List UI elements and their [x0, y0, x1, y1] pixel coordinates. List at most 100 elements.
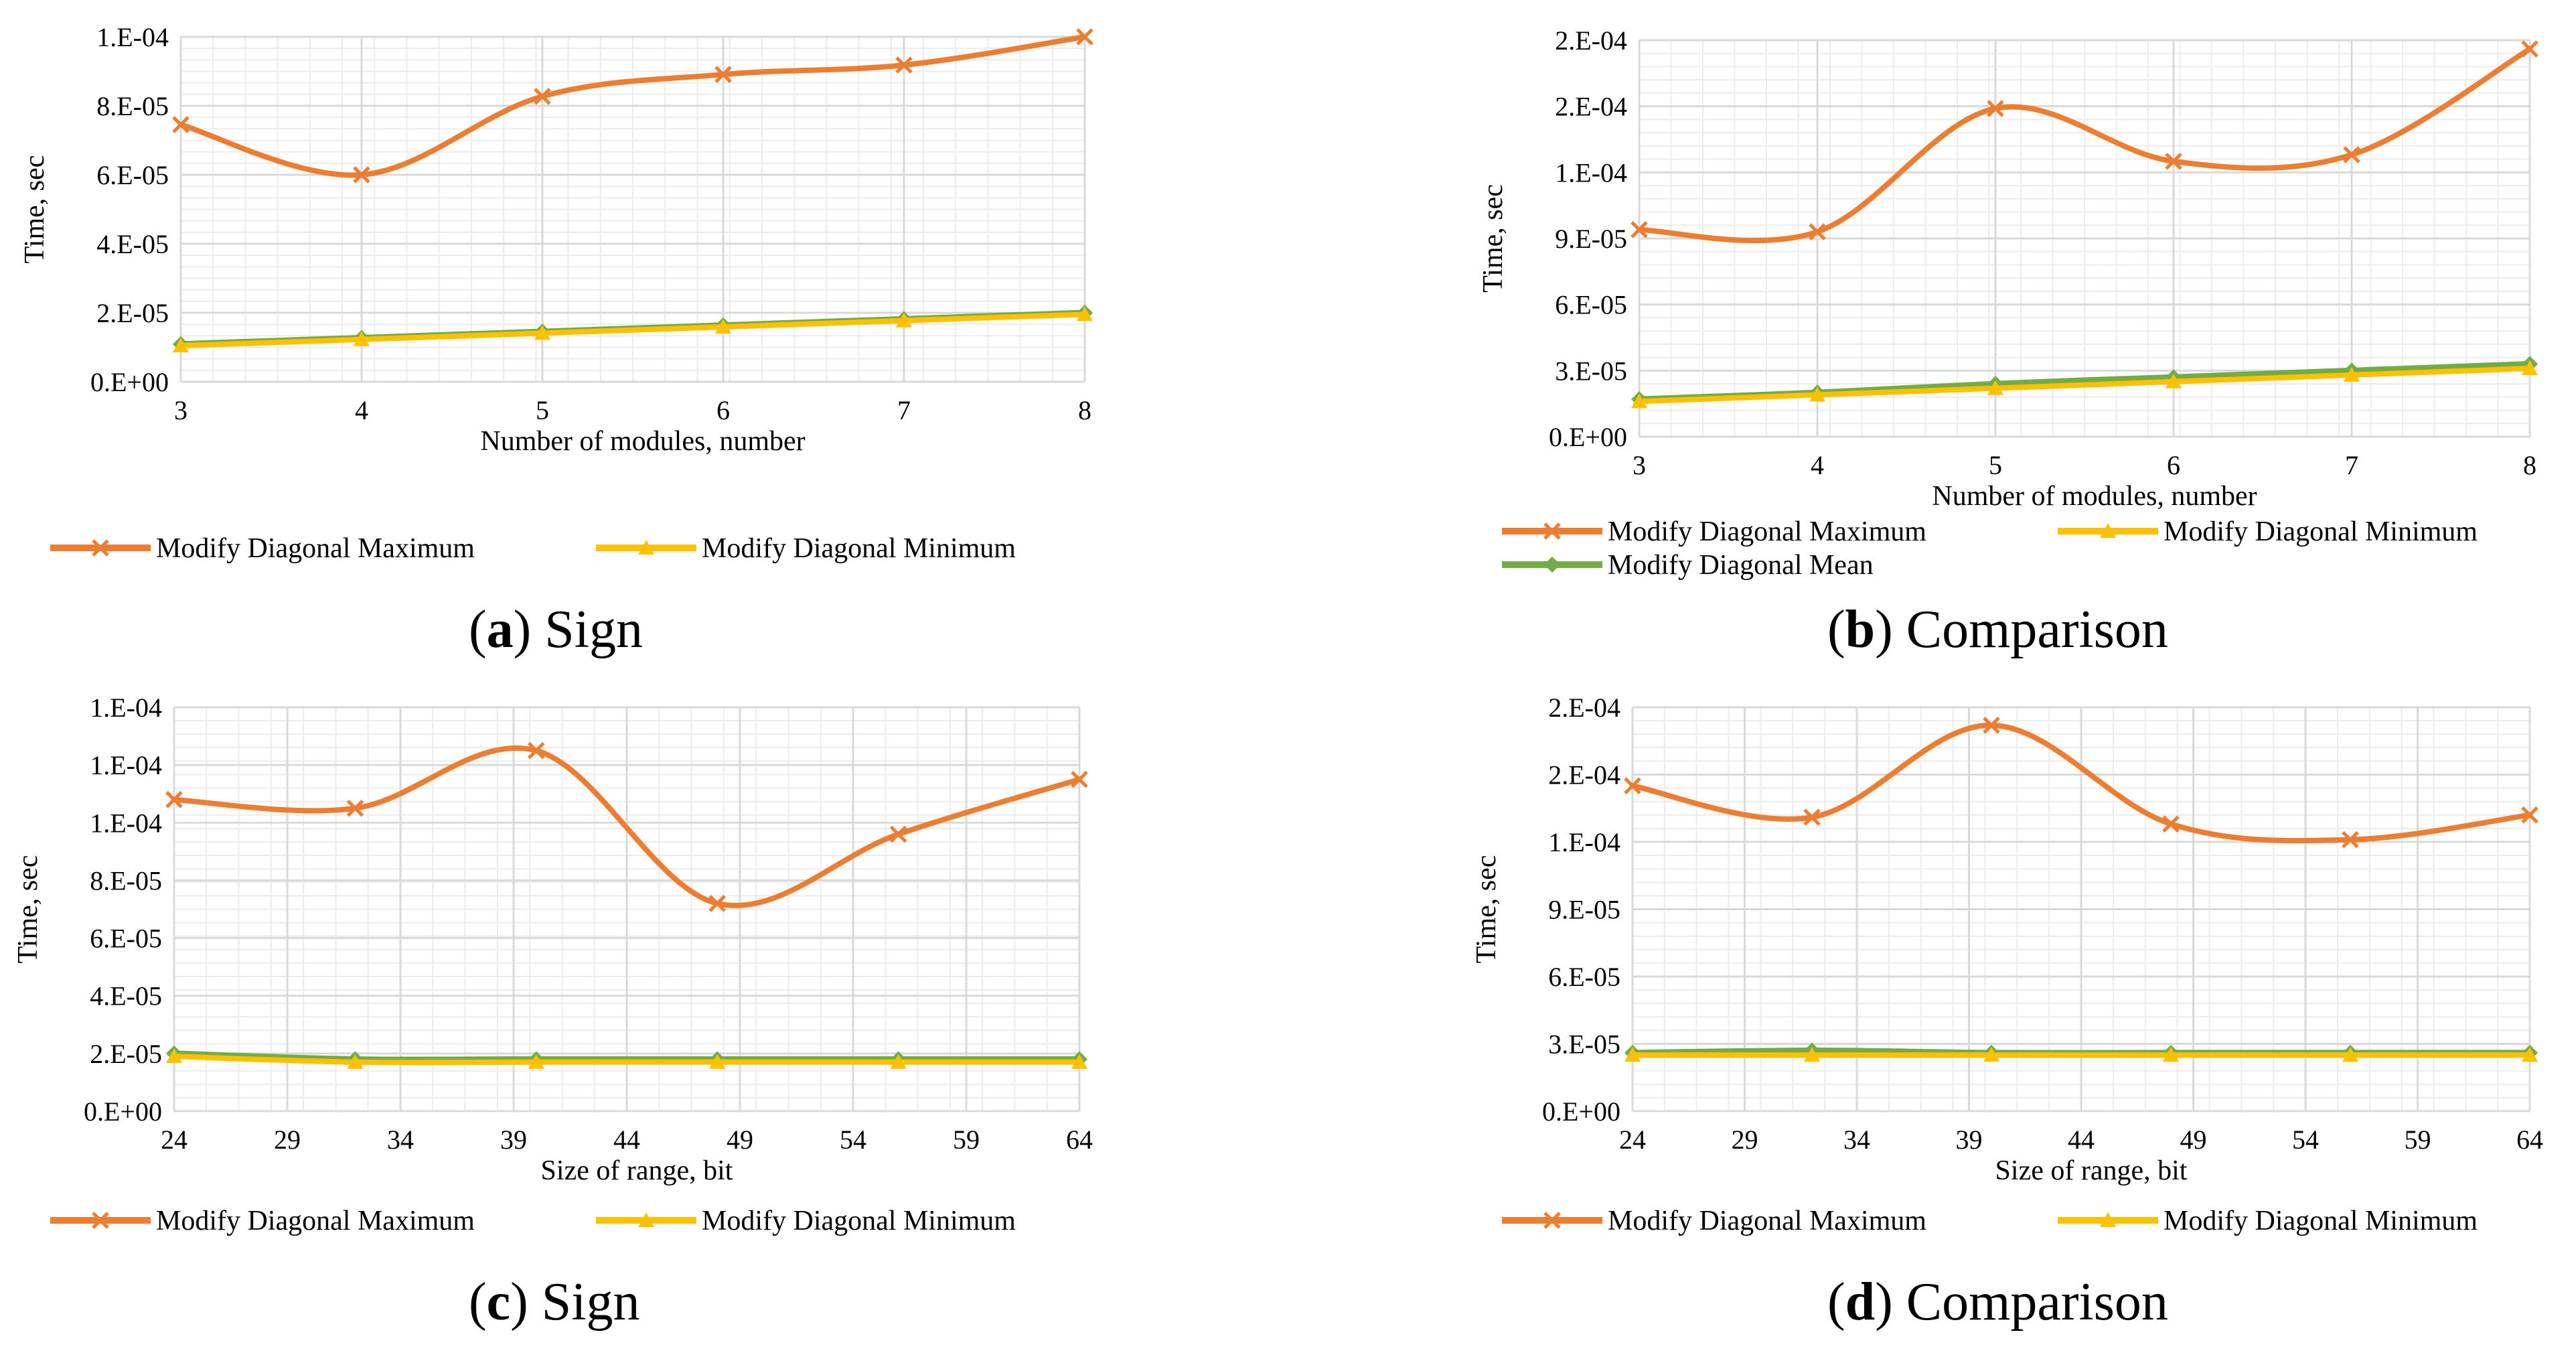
data-point-max: [528, 741, 545, 760]
series-line-max: [1637, 46, 2532, 244]
grid: [1631, 706, 2531, 1113]
data-point-min: [1809, 386, 1825, 402]
caption-c: (c) Sign: [469, 1273, 640, 1332]
data-point-max: [2521, 40, 2539, 58]
y-tick-label: 3.E-05: [1548, 1029, 1620, 1060]
data-point-min: [2522, 1047, 2538, 1062]
data-point-max: [346, 799, 364, 817]
legend-marker-min: [2100, 1212, 2116, 1227]
y-axis-label: Time, sec: [13, 855, 44, 964]
x-tick-label: 6: [2167, 450, 2180, 480]
y-tick-label: 8.E-05: [90, 865, 162, 896]
x-tick-label: 59: [2405, 1125, 2431, 1155]
data-point-min: [1804, 1047, 1820, 1062]
data-point-max: [165, 791, 183, 808]
x-tick-label: 49: [2180, 1125, 2207, 1155]
legend: Modify Diagonal Maximum Modify Diagonal M…: [50, 533, 1016, 564]
data-point-min: [896, 312, 912, 328]
y-tick-label: 9.E-05: [1555, 224, 1627, 254]
x-tick-label: 7: [897, 395, 911, 425]
x-tick-label: 6: [716, 395, 730, 425]
data-point-min: [2344, 366, 2360, 382]
y-tick-label: 2.E-04: [1548, 760, 1620, 790]
y-tick-label: 0.E+00: [1549, 422, 1627, 452]
series-line-min: [171, 1054, 1082, 1066]
y-tick-label: 0.E+00: [90, 367, 169, 397]
data-point-min: [166, 1048, 182, 1064]
data-point-min: [2166, 373, 2182, 388]
legend: Modify Diagonal Maximum Modify Diagonal M…: [50, 1206, 1016, 1236]
data-point-max: [708, 895, 726, 912]
y-tick-label: 2.E-05: [90, 1039, 162, 1069]
y-tick-label: 4.E-05: [96, 229, 169, 259]
y-tick-label: 1.E-04: [1555, 157, 1627, 188]
x-tick-label: 4: [355, 395, 368, 425]
data-point-max: [1076, 28, 1093, 46]
data-point-max: [1987, 100, 2004, 117]
y-axis-label: Time, sec: [19, 155, 50, 264]
data-point-min: [2342, 1047, 2358, 1062]
y-tick-label: 8.E-05: [96, 91, 169, 121]
legend: Modify Diagonal Maximum Modify Diagonal M…: [1502, 516, 2478, 581]
x-axis-label: Number of modules, number: [480, 426, 805, 457]
data-point-max: [889, 825, 907, 843]
y-tick-label: 1.E-04: [96, 22, 169, 52]
chart-panel-c: 0.E+00 2.E-05 4.E-05 6.E-05 8.E-05 1.E-04 1.E-…: [0, 679, 1288, 1359]
x-tick-label: 3: [174, 395, 187, 425]
x-tick-label: 5: [536, 395, 549, 425]
x-tick-label: 29: [1732, 1125, 1758, 1155]
series-min: [1624, 1047, 2538, 1062]
data-point-min: [1631, 393, 1647, 409]
series-min: [1631, 360, 2538, 409]
y-tick-label: 6.E-05: [90, 924, 162, 954]
data-point-min: [890, 1054, 907, 1069]
x-tick-label: 3: [1633, 450, 1646, 480]
grid: [179, 35, 1086, 383]
data-point-max: [1631, 221, 1648, 238]
series-line-max: [1630, 722, 2532, 844]
y-tick-label: 3.E-05: [1555, 356, 1627, 386]
data-point-min: [528, 1054, 544, 1069]
y-tick-label: 0.E+00: [1542, 1096, 1620, 1127]
x-tick-label: 8: [1078, 395, 1091, 425]
legend-marker-min: [638, 540, 654, 555]
x-axis-label: Size of range, bit: [541, 1155, 733, 1186]
chart-panel-d: 0.E+00 3.E-05 6.E-05 9.E-05 1.E-04 2.E-04 2.E-…: [1288, 679, 2576, 1359]
series-line-min: [1637, 366, 2532, 405]
legend-marker-mean: [1544, 557, 1560, 573]
data-point-max: [895, 56, 913, 74]
x-tick-label: 44: [613, 1125, 640, 1155]
data-point-max: [2521, 806, 2539, 824]
y-tick-label: 6.E-05: [96, 160, 169, 190]
data-point-max: [534, 88, 551, 105]
chart-d: 0.E+00 3.E-05 6.E-05 9.E-05 1.E-04 2.E-04 2.E-…: [1471, 693, 2543, 1236]
data-point-max: [2343, 146, 2360, 163]
legend-label-max: Modify Diagonal Maximum: [156, 1206, 475, 1236]
data-point-min: [354, 331, 370, 346]
data-point-min: [1071, 1054, 1087, 1069]
x-tick-label: 39: [1956, 1125, 1983, 1155]
series-max: [1631, 40, 2539, 244]
x-tick-label: 34: [387, 1125, 414, 1155]
y-tick-label: 0.E+00: [84, 1096, 162, 1127]
y-tick-label: 9.E-05: [1548, 895, 1620, 925]
data-point-min: [2522, 360, 2538, 376]
legend-label-min: Modify Diagonal Minimum: [2164, 1206, 2478, 1236]
series-line-min: [178, 311, 1087, 349]
x-tick-label: 7: [2345, 450, 2358, 480]
caption-b: (b) Comparison: [1827, 600, 2168, 659]
legend-marker-max: [1543, 522, 1561, 540]
data-point-max: [1624, 777, 1641, 795]
legend-marker-max: [92, 539, 109, 557]
x-tick-label: 8: [2523, 450, 2536, 480]
caption-a: (a) Sign: [469, 600, 643, 659]
data-point-min: [1624, 1047, 1641, 1062]
data-point-min: [2163, 1047, 2179, 1062]
y-tick-label: 1.E-04: [90, 808, 162, 838]
x-tick-label: 64: [2516, 1125, 2543, 1155]
data-point-min: [709, 1054, 726, 1069]
series-max: [1624, 717, 2539, 849]
x-tick-label: 44: [2068, 1125, 2095, 1155]
data-point-min: [1077, 306, 1093, 321]
chart-b: 0.E+00 3.E-05 6.E-05 9.E-05 1.E-04 2.E-04 2.E-…: [1478, 25, 2539, 581]
